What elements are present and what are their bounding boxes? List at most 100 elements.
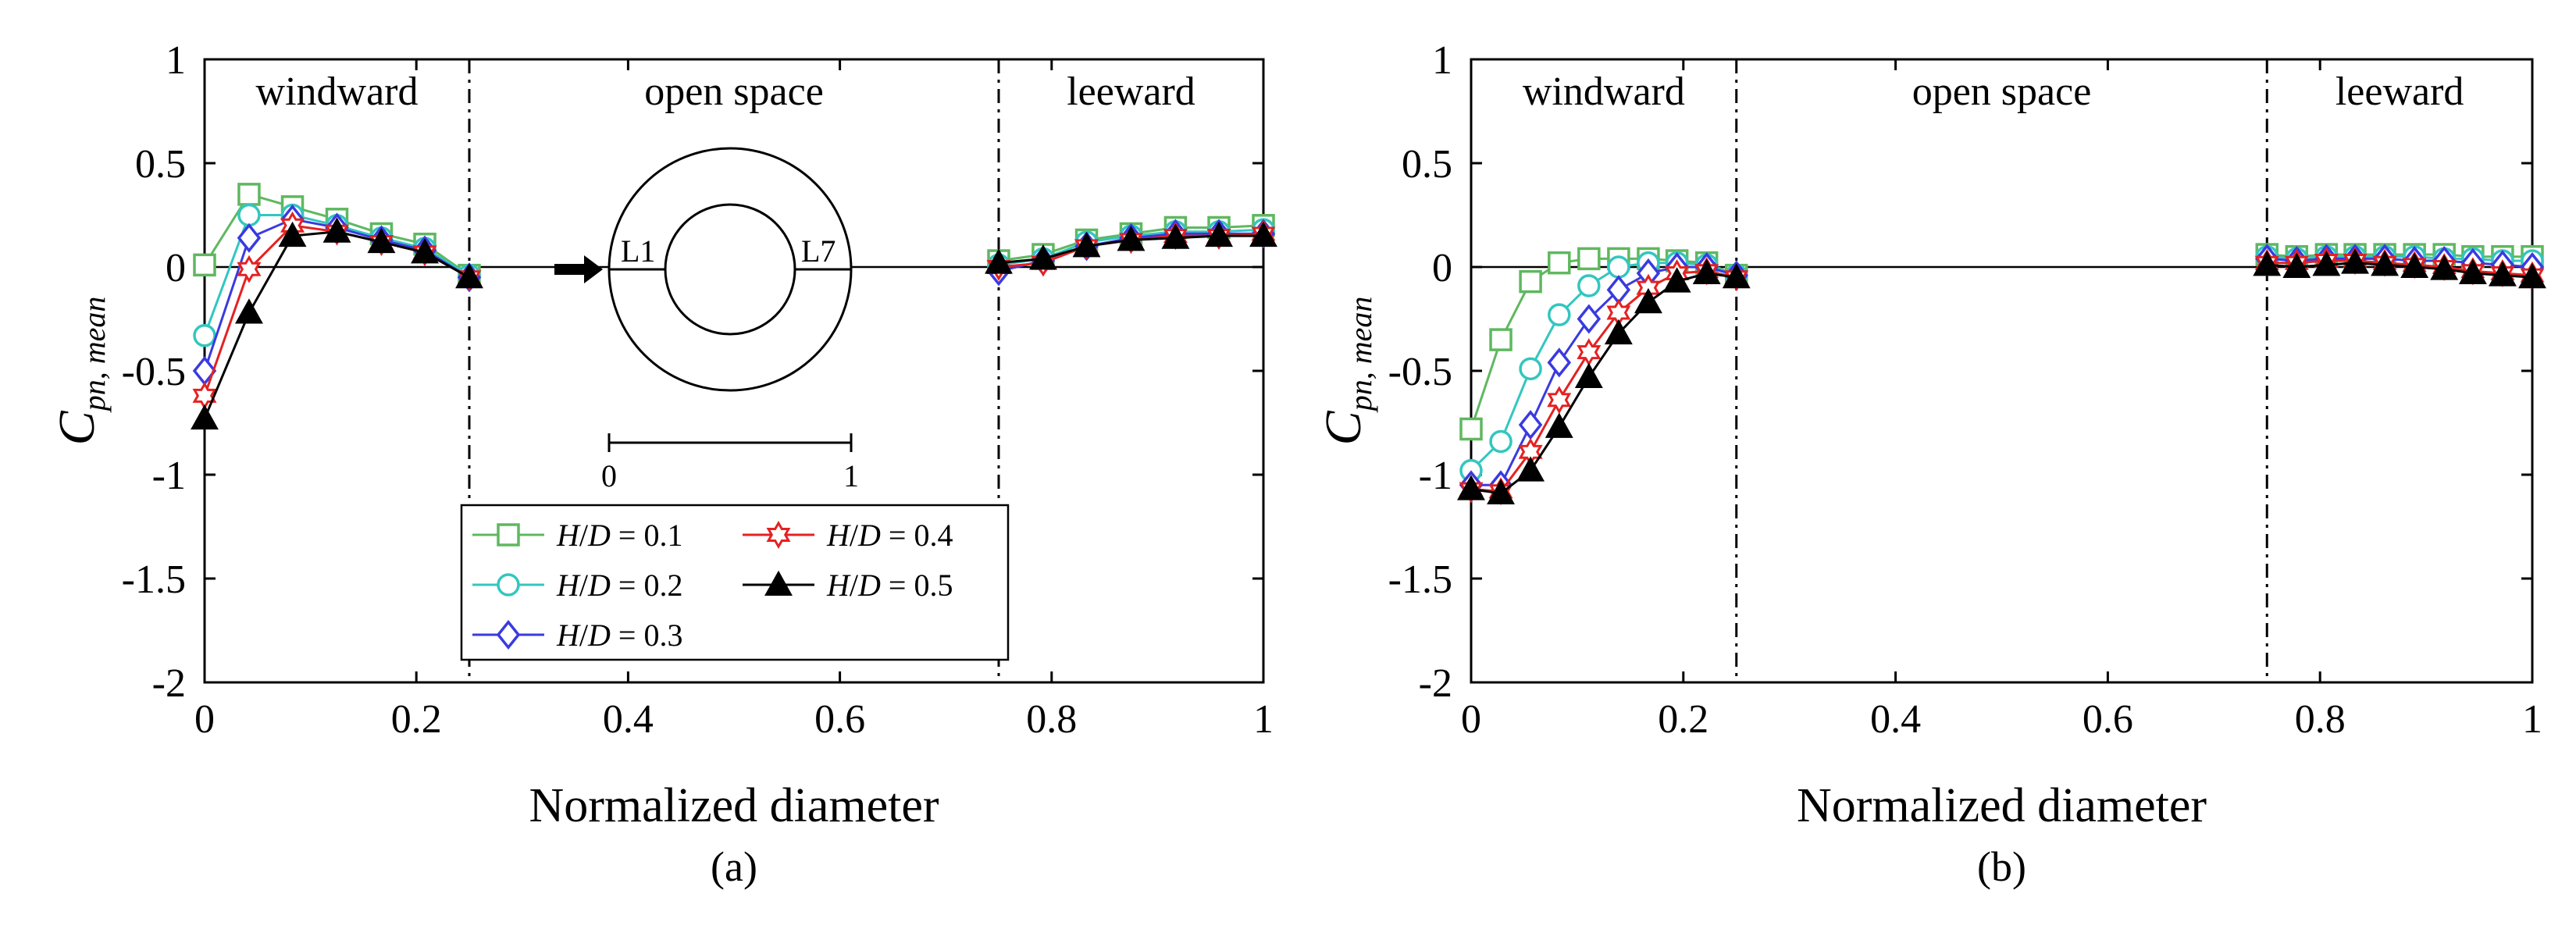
legend-marker	[496, 619, 521, 650]
y-axis-label: Cpn, mean	[1315, 297, 1378, 446]
data-point	[1722, 262, 1751, 289]
series-line-windward	[1470, 269, 1737, 493]
x-tick-label: 1	[1253, 697, 1274, 742]
plot-frame	[1470, 58, 2534, 684]
x-tick-label: 0.6	[2083, 697, 2133, 742]
y-tick-label: -1.5	[1388, 557, 1452, 602]
data-point	[2488, 261, 2517, 287]
data-point	[278, 221, 307, 247]
data-point	[1072, 232, 1101, 258]
x-tick-label: 0.8	[1026, 697, 1077, 742]
data-point	[1548, 251, 1571, 275]
y-tick-label: -1	[1419, 454, 1452, 498]
y-tick-label: -0.5	[122, 350, 186, 394]
legend-marker	[497, 573, 520, 596]
data-point	[2341, 248, 2369, 274]
region-label-leeward: leeward	[1067, 69, 1195, 114]
y-tick-label: 0.5	[135, 142, 186, 187]
data-point	[411, 238, 439, 264]
legend-label: H/D = 0.5	[826, 568, 953, 603]
region-label-windward: windward	[256, 69, 419, 114]
label-l1: L1	[621, 233, 655, 269]
y-tick-label: 0	[166, 246, 186, 290]
data-point	[1577, 304, 1602, 334]
region-label-windward: windward	[1523, 69, 1685, 114]
legend: H/D = 0.1 H/D = 0.4 H/D = 0.2 H/D = 0.5 H/D …	[460, 504, 1010, 661]
data-point	[1548, 303, 1571, 326]
x-tick-label: 0.4	[1870, 697, 1921, 742]
data-point	[237, 183, 261, 206]
legend-label: H/D = 0.2	[556, 568, 682, 603]
series-line-leeward	[2267, 259, 2533, 277]
y-tick-label: 1	[1432, 38, 1452, 83]
data-point	[367, 227, 396, 254]
y-tick-label: 1	[166, 38, 186, 83]
series-line-leeward	[2267, 262, 2533, 279]
data-point	[455, 262, 483, 289]
data-point	[1634, 287, 1662, 314]
series-h-d-0-5	[191, 217, 1277, 430]
y-tick-label: 0	[1432, 246, 1452, 290]
legend-entry: H/D = 0.1	[472, 518, 682, 553]
scale-label-end: 1	[843, 458, 859, 493]
legend-entry: H/D = 0.3	[472, 618, 682, 653]
data-point	[1547, 347, 1572, 378]
data-point	[2458, 258, 2487, 284]
y-tick-label: -2	[152, 661, 186, 706]
y-tick-label: -2	[1419, 661, 1452, 706]
data-point	[1117, 226, 1145, 251]
x-tick-label: 0.8	[2295, 697, 2346, 742]
data-point	[1516, 456, 1545, 482]
data-point	[1607, 255, 1630, 279]
legend-label: H/D = 0.4	[826, 518, 953, 553]
data-point	[1489, 429, 1512, 454]
x-tick-label: 0	[194, 697, 215, 742]
data-point	[1457, 475, 1485, 500]
x-axis-label: Normalized diameter	[529, 779, 939, 832]
x-tick-label: 0.2	[1658, 697, 1708, 742]
data-point	[1604, 319, 1633, 345]
wind-arrow-icon	[554, 255, 603, 283]
data-point	[1574, 362, 1603, 388]
series-line-windward	[1471, 265, 1737, 486]
legend-marker	[766, 520, 791, 550]
data-point	[237, 255, 262, 283]
data-point	[1519, 269, 1542, 294]
data-point	[1545, 412, 1573, 438]
data-point	[237, 203, 261, 227]
data-point	[2400, 252, 2429, 278]
region-label-leeward: leeward	[2336, 69, 2464, 114]
data-point	[1161, 223, 1190, 249]
region-label-open-space: open space	[644, 69, 824, 114]
legend-entry: H/D = 0.5	[743, 568, 953, 603]
series-line-leeward	[2267, 253, 2532, 258]
legend-label: H/D = 0.3	[556, 618, 682, 653]
region-label-open-space: open space	[1912, 69, 2092, 114]
scale-label-start: 0	[601, 458, 617, 493]
data-point	[193, 253, 216, 277]
data-point	[1519, 357, 1542, 381]
data-point	[191, 404, 219, 430]
y-tick-label: -0.5	[1388, 350, 1452, 394]
data-point	[193, 324, 216, 347]
data-point	[2371, 251, 2400, 276]
data-point	[237, 223, 262, 253]
data-point	[1489, 328, 1512, 351]
data-point	[1249, 221, 1277, 247]
x-tick-label: 0	[1461, 697, 1481, 742]
data-point	[2312, 251, 2341, 276]
series-h-d-0-3	[1459, 244, 2545, 500]
x-tick-label: 1	[2522, 697, 2542, 742]
legend-marker	[497, 523, 520, 547]
data-point	[1662, 267, 1691, 293]
panel-label: (b)	[1977, 843, 2026, 890]
label-l7: L7	[801, 233, 836, 269]
data-point	[2282, 252, 2311, 278]
data-point	[235, 298, 263, 324]
data-point	[1577, 247, 1601, 271]
x-axis-label: Normalized diameter	[1797, 779, 2207, 832]
x-tick-label: 0.4	[603, 697, 654, 742]
legend-box	[460, 504, 1010, 661]
